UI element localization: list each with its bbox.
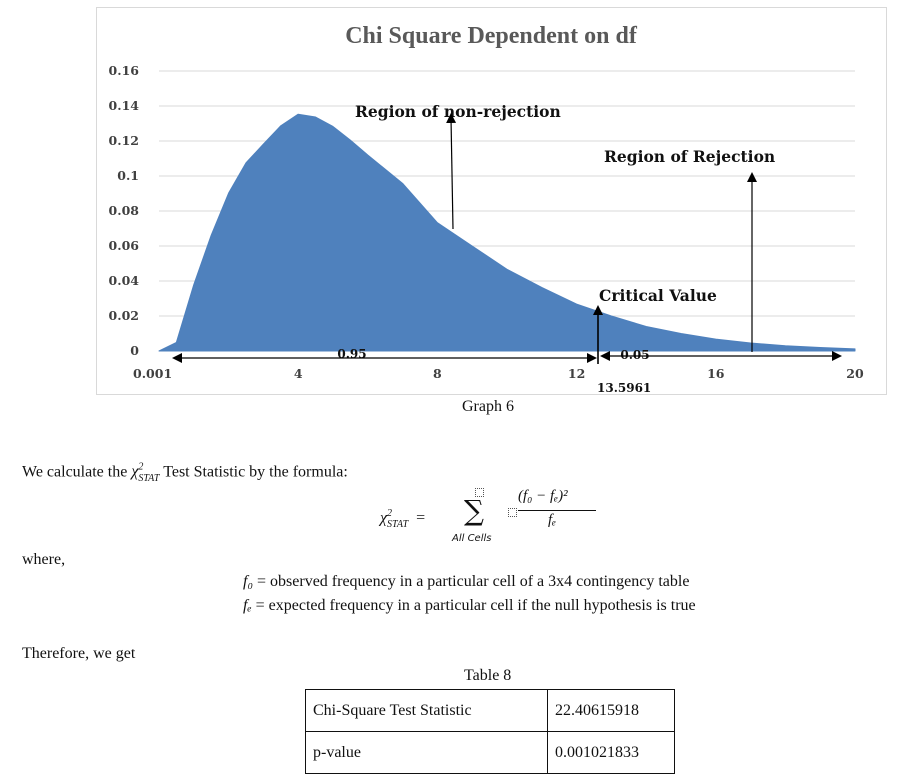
x-tick-label: 12 bbox=[568, 366, 585, 381]
x-tick-label: 8 bbox=[433, 366, 442, 381]
y-tick-label: 0.16 bbox=[109, 63, 140, 78]
label-region-rejection: Region of Rejection bbox=[604, 147, 775, 166]
arrow-non-rejection bbox=[446, 113, 457, 230]
y-tick-label: 0.02 bbox=[109, 308, 139, 323]
therefore-text: Therefore, we get bbox=[22, 645, 136, 662]
y-tick-label: 0.06 bbox=[109, 238, 140, 253]
y-tick-label: 0.04 bbox=[109, 273, 140, 288]
label-region-non-rejection: Region of non-rejection bbox=[355, 102, 561, 121]
row-value-statistic: 22.40615918 bbox=[547, 689, 675, 732]
table-caption: Table 8 bbox=[464, 667, 512, 684]
label-critical-value: Critical Value bbox=[599, 286, 717, 305]
formula-denominator: fₑ bbox=[548, 512, 557, 528]
y-axis-ticks: 0.16 0.14 0.12 0.1 0.08 0.06 0.04 0.02 0 bbox=[109, 63, 140, 358]
row-label-statistic: Chi-Square Test Statistic bbox=[305, 689, 548, 732]
row-value-pvalue: 0.001021833 bbox=[547, 731, 675, 774]
formula-numerator: (f₀ − fₑ)² bbox=[518, 488, 568, 504]
chi-stat-formula: χ2STAT = ∑ All Cells (f₀ − fₑ)² fₑ bbox=[380, 488, 620, 548]
x-tick-label: 0.001 bbox=[133, 366, 172, 381]
chart-panel: Chi Square Dependent on df 0.16 0.14 0.12 0… bbox=[96, 7, 887, 395]
x-tick-label: 4 bbox=[294, 366, 303, 381]
sigma-symbol: ∑ bbox=[464, 494, 484, 527]
y-tick-label: 0.12 bbox=[109, 133, 139, 148]
row-label-pvalue: p-value bbox=[305, 731, 548, 774]
where-label: where, bbox=[22, 551, 66, 568]
fraction-bar bbox=[518, 510, 596, 511]
placeholder-box-top bbox=[475, 488, 484, 497]
label-area-095: 0.95 bbox=[337, 347, 366, 361]
definition-f0: f₀ = observed frequency in a particular … bbox=[243, 573, 690, 590]
chart-title: Chi Square Dependent on df bbox=[345, 23, 638, 49]
results-table: Chi-Square Test Statistic 22.40615918 p-… bbox=[305, 689, 675, 774]
y-tick-label: 0.08 bbox=[109, 203, 140, 218]
placeholder-box-mid bbox=[508, 508, 517, 517]
y-tick-label: 0.1 bbox=[117, 168, 139, 183]
calc-sentence: We calculate the χ2STAT Test Statistic b… bbox=[22, 462, 348, 484]
y-tick-label: 0.14 bbox=[109, 98, 140, 113]
x-tick-label: 20 bbox=[846, 366, 864, 381]
calc-suffix: Test Statistic by the formula: bbox=[159, 463, 348, 481]
chi-square-density-area bbox=[158, 113, 856, 352]
calc-prefix: We calculate the bbox=[22, 463, 132, 481]
graph-caption: Graph 6 bbox=[462, 398, 514, 415]
y-tick-label: 0 bbox=[130, 343, 139, 358]
label-area-005: 0.05 bbox=[620, 348, 649, 362]
chi-square-chart: Chi Square Dependent on df 0.160.140.120… bbox=[109, 23, 864, 394]
sum-range: All Cells bbox=[452, 533, 492, 544]
x-axis-ticks: 0.001 4 8 12 16 20 bbox=[133, 366, 864, 381]
chi-stat-symbol-inline: χ2STAT bbox=[131, 462, 160, 484]
table-row: Chi-Square Test Statistic 22.40615918 bbox=[305, 689, 675, 732]
formula-lhs: χ2STAT = bbox=[380, 508, 426, 530]
definition-fe: fₑ = expected frequency in a particular … bbox=[243, 597, 696, 614]
x-tick-label: 16 bbox=[707, 366, 725, 381]
label-critical-value-number: 13.5961 bbox=[597, 381, 651, 394]
table-row: p-value 0.001021833 bbox=[305, 731, 675, 774]
